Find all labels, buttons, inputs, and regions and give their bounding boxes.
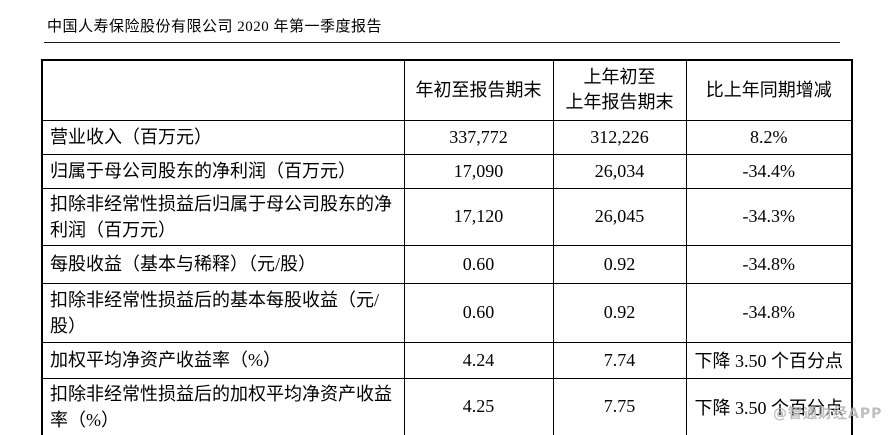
- row-change-value: -34.4%: [685, 153, 853, 189]
- row-current-value: 17,090: [403, 153, 554, 189]
- row-label: 加权平均净资产收益率（%）: [41, 341, 405, 379]
- row-prior-value: 26,034: [552, 153, 687, 189]
- row-current-value: 4.25: [403, 377, 554, 435]
- row-label: 归属于母公司股东的净利润（百万元）: [41, 153, 405, 189]
- table-row: 归属于母公司股东的净利润（百万元） 17,090 26,034 -34.4%: [41, 153, 853, 189]
- row-change-value: -34.3%: [685, 187, 853, 246]
- financial-summary-table: 年初至报告期末 上年初至 上年报告期末 比上年同期增减 营业收入（百万元） 33…: [41, 59, 853, 435]
- row-label: 营业收入（百万元）: [41, 119, 405, 155]
- row-change-value: 下降 3.50 个百分点: [685, 341, 853, 379]
- table-row: 每股收益（基本与稀释）（元/股） 0.60 0.92 -34.8%: [41, 244, 853, 284]
- col-header-current-period: 年初至报告期末: [403, 59, 554, 121]
- table-row: 扣除非经常性损益后的加权平均净资产收益率（%） 4.25 7.75 下降 3.5…: [41, 377, 853, 435]
- row-label: 扣除非经常性损益后归属于母公司股东的净利润（百万元）: [41, 187, 405, 246]
- row-prior-value: 0.92: [552, 244, 687, 284]
- row-change-value: -34.8%: [685, 282, 853, 343]
- row-current-value: 4.24: [403, 341, 554, 379]
- table-row: 扣除非经常性损益后的基本每股收益（元/股） 0.60 0.92 -34.8%: [41, 282, 853, 343]
- row-prior-value: 26,045: [552, 187, 687, 246]
- row-change-value: 8.2%: [685, 119, 853, 155]
- col-header-indicator: [41, 59, 405, 121]
- row-prior-value: 0.92: [552, 282, 687, 343]
- col-header-prior-period: 上年初至 上年报告期末: [552, 59, 687, 121]
- row-prior-value: 7.74: [552, 341, 687, 379]
- row-current-value: 0.60: [403, 244, 554, 284]
- table-row: 营业收入（百万元） 337,772 312,226 8.2%: [41, 119, 853, 155]
- row-current-value: 0.60: [403, 282, 554, 343]
- row-prior-value: 7.75: [552, 377, 687, 435]
- table-row: 加权平均净资产收益率（%） 4.24 7.74 下降 3.50 个百分点: [41, 341, 853, 379]
- row-label: 扣除非经常性损益后的基本每股收益（元/股）: [41, 282, 405, 343]
- table-header-row: 年初至报告期末 上年初至 上年报告期末 比上年同期增减: [41, 59, 853, 121]
- row-current-value: 17,120: [403, 187, 554, 246]
- page-title: 中国人寿保险股份有限公司 2020 年第一季度报告: [44, 19, 840, 43]
- row-change-value: 下降 3.50 个百分点: [685, 377, 853, 435]
- row-prior-value: 312,226: [552, 119, 687, 155]
- row-current-value: 337,772: [403, 119, 554, 155]
- col-header-change: 比上年同期增减: [685, 59, 853, 121]
- row-change-value: -34.8%: [685, 244, 853, 284]
- row-label: 扣除非经常性损益后的加权平均净资产收益率（%）: [41, 377, 405, 435]
- row-label: 每股收益（基本与稀释）（元/股）: [41, 244, 405, 284]
- table-row: 扣除非经常性损益后归属于母公司股东的净利润（百万元） 17,120 26,045…: [41, 187, 853, 246]
- watermark: @智通财经APP: [773, 406, 883, 422]
